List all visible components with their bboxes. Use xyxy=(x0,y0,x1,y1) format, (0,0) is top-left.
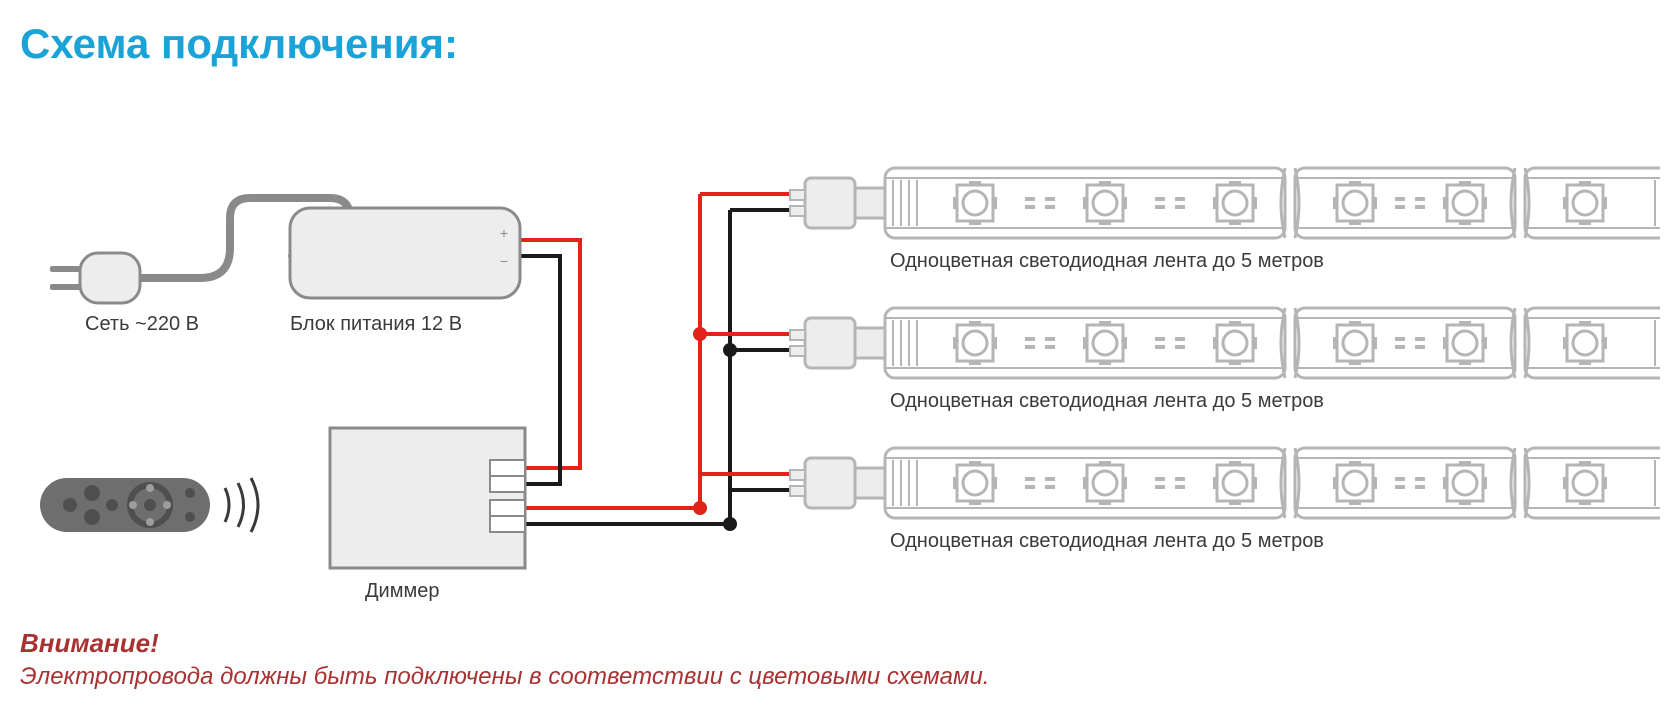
warning-text: Электропровода должны быть подключены в … xyxy=(20,663,1660,691)
page-title: Схема подключения: xyxy=(20,20,1660,68)
dimmer-label: Диммер xyxy=(365,580,439,603)
warning-heading: Внимание! xyxy=(20,628,1660,659)
remote-icon xyxy=(40,478,210,532)
strip-label-1: Одноцветная светодиодная лента до 5 метр… xyxy=(890,250,1324,273)
mains-plug-icon xyxy=(50,253,140,303)
strip-label-2: Одноцветная светодиодная лента до 5 метр… xyxy=(890,390,1324,413)
dimmer-icon xyxy=(330,428,525,568)
svg-text:−: − xyxy=(500,253,508,269)
strip-label-3: Одноцветная светодиодная лента до 5 метр… xyxy=(890,530,1324,553)
signal-icon xyxy=(225,478,258,532)
mains-label: Сеть ~220 В xyxy=(85,313,199,336)
psu-icon: + − xyxy=(290,208,520,298)
wiring-diagram: + − xyxy=(20,88,1660,618)
psu-label: Блок питания 12 В xyxy=(290,313,462,336)
svg-text:+: + xyxy=(500,225,508,241)
